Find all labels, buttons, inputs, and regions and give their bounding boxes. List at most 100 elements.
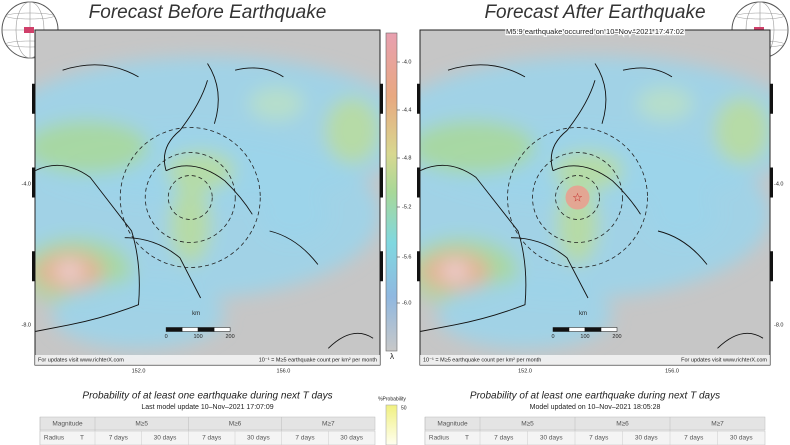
footer-right: 10⁻¹ = M≥5 earthquake count per km² per … (259, 357, 377, 363)
scale-bar (197, 327, 215, 332)
frame-segment (417, 83, 420, 114)
heatmap-blur (35, 56, 380, 349)
scale-tick: 100 (194, 334, 203, 340)
table-header-cell: M≥5 (135, 421, 148, 428)
scale-unit: km (192, 311, 200, 317)
heat-blob (248, 86, 305, 121)
colorbar-symbol: λ (390, 352, 394, 361)
radius-circle (119, 127, 261, 268)
scale-bar (568, 327, 586, 332)
coastline (163, 80, 253, 215)
table-subtitle: Last model update 10–Nov–2021 17:07:09 (141, 404, 273, 411)
map-panel: Forecast Before Earthquake -4.0 -8.0 152.0 1… (22, 2, 383, 445)
coastline (447, 64, 526, 78)
latitude-label: -8.0 (22, 322, 31, 328)
scale-bar (600, 327, 618, 332)
heat-blob (441, 261, 469, 282)
probability-label: %Probability (378, 396, 406, 402)
colorbar-tick-label: -5.6 (402, 254, 411, 260)
longitude-label: 152.0 (132, 368, 146, 374)
table-subtitle: Model updated on 10–Nov–2021 18:05:28 (530, 404, 661, 411)
radius-circle (144, 152, 236, 243)
heatmap-blur (420, 56, 770, 349)
table-cell: 30 days (730, 435, 754, 442)
heat-blob (166, 150, 236, 191)
scale-bar (213, 327, 231, 332)
table-cell: 30 days (635, 435, 659, 442)
table-cell: 7 days (589, 435, 609, 442)
table-header-cell: M≥7 (711, 421, 724, 428)
latitude-label: -4.0 (22, 182, 31, 188)
heat-blob (420, 120, 536, 175)
table-cell: 30 days (540, 435, 564, 442)
frame-segment (32, 251, 35, 282)
colorbar (385, 32, 398, 352)
table-row (39, 430, 376, 445)
frame-segment (32, 83, 35, 114)
footer-left: 10⁻¹ = M≥5 earthquake count per km² per … (423, 357, 541, 363)
heat-blob (169, 184, 211, 265)
coastline (717, 332, 764, 349)
longitude-label: 156.0 (665, 368, 679, 374)
radius-circle (167, 175, 213, 220)
table-cell: 7 days (494, 435, 514, 442)
colorbar-tick-label: -4.0 (402, 59, 411, 65)
scale-bar (165, 327, 183, 332)
table-cell: 7 days (109, 435, 129, 442)
coastline (207, 63, 219, 124)
table-cell: 30 days (154, 435, 178, 442)
heat-blob (714, 97, 770, 164)
scale-unit: km (579, 311, 587, 317)
table-cell: T (465, 435, 469, 442)
coastline (269, 230, 319, 265)
table-header-cell: M≥5 (521, 421, 534, 428)
table-cell: 7 days (295, 435, 315, 442)
scale-bar (181, 327, 199, 332)
frame-segment (770, 251, 773, 282)
latitude-label: -8.0 (774, 322, 783, 328)
scale-bar (552, 327, 570, 332)
frame-segment (770, 83, 773, 114)
table-header-cell: M≥7 (322, 421, 335, 428)
table-header-cell: Magnitude (52, 421, 83, 428)
table-cell: 7 days (202, 435, 222, 442)
frame-segment (380, 251, 383, 282)
longitude-label: 152.0 (518, 368, 532, 374)
coastline (35, 164, 140, 332)
epicenter-star: ☆ (572, 191, 583, 205)
footer-right: For updates visit www.richterX.com (681, 357, 767, 363)
radius-circle (532, 152, 623, 243)
colorbar-tick-label: -4.8 (402, 155, 411, 161)
colorbar-tick-label: -5.2 (402, 204, 411, 210)
heat-blob (35, 120, 149, 175)
probability-tick: 50 (401, 405, 407, 411)
table-header-cell: Magnitude (437, 421, 468, 428)
epicenter-zone (565, 185, 590, 210)
heat-blob (55, 261, 84, 282)
scale-tick: 100 (580, 334, 589, 340)
footer-left: For updates visit www.richterX.com (38, 357, 124, 363)
coastline (62, 64, 139, 78)
coastline (594, 63, 607, 124)
event-banner: M5.9 earthquake occurred on 10–Nov–2021 … (506, 27, 684, 36)
heat-blob (259, 187, 329, 242)
radius-circle (555, 175, 600, 220)
heatmap (35, 56, 380, 349)
scale-tick: 0 (551, 334, 554, 340)
frame-segment (417, 167, 420, 198)
frame-segment (380, 167, 383, 198)
table-cell: 30 days (340, 435, 364, 442)
coastline (124, 237, 202, 299)
frame-segment (32, 167, 35, 198)
table-row (424, 430, 766, 445)
radius-circle (507, 127, 648, 268)
frame-segment (380, 83, 383, 114)
table-cell: 30 days (247, 435, 271, 442)
table-cell: T (80, 435, 84, 442)
heat-blob (553, 150, 623, 191)
heat-blob (637, 86, 693, 121)
scale-bar (584, 327, 602, 332)
coastline (234, 67, 284, 78)
heatmap: ☆ (420, 56, 770, 349)
